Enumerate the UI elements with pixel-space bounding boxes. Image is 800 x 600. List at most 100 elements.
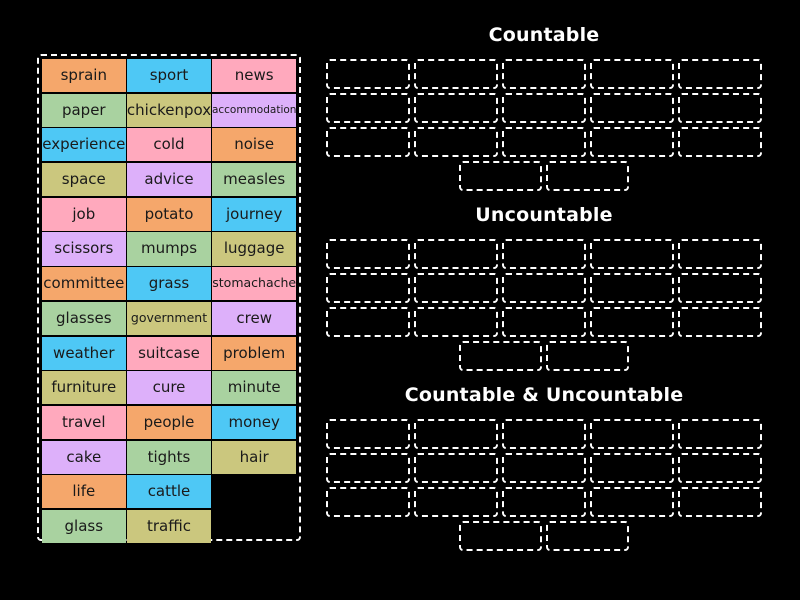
- category-columns: Countable Uncountable Countable & Uncounta…: [326, 26, 762, 566]
- drop-slot[interactable]: [678, 307, 762, 337]
- word-tile[interactable]: sport: [127, 59, 211, 93]
- word-tile[interactable]: problem: [212, 336, 296, 370]
- drop-slot[interactable]: [678, 127, 762, 157]
- drop-slot[interactable]: [590, 419, 674, 449]
- word-tile[interactable]: crew: [212, 301, 296, 335]
- word-tile[interactable]: space: [42, 163, 126, 197]
- drop-slot[interactable]: [326, 307, 410, 337]
- word-tile[interactable]: committee: [42, 267, 126, 301]
- drop-slot[interactable]: [502, 239, 586, 269]
- word-tile[interactable]: news: [212, 59, 296, 93]
- word-tile[interactable]: cold: [127, 128, 211, 162]
- drop-slot[interactable]: [414, 487, 498, 517]
- word-bank-grid: sprain sport news paper chickenpox accommodat…: [42, 59, 296, 544]
- word-tile[interactable]: measles: [212, 163, 296, 197]
- drop-slot[interactable]: [414, 239, 498, 269]
- drop-slot[interactable]: [546, 521, 630, 551]
- drop-slot[interactable]: [326, 93, 410, 123]
- drop-slot[interactable]: [678, 453, 762, 483]
- word-tile[interactable]: stomachache: [212, 267, 296, 301]
- drop-slot[interactable]: [458, 161, 542, 191]
- drop-slot[interactable]: [326, 59, 410, 89]
- word-tile[interactable]: journey: [212, 197, 296, 231]
- drop-slot[interactable]: [590, 453, 674, 483]
- drop-slot[interactable]: [502, 307, 586, 337]
- drop-slot[interactable]: [414, 307, 498, 337]
- drop-slot[interactable]: [590, 93, 674, 123]
- drop-slot[interactable]: [590, 127, 674, 157]
- drop-slot[interactable]: [502, 127, 586, 157]
- drop-slot[interactable]: [414, 93, 498, 123]
- drop-slot[interactable]: [678, 93, 762, 123]
- drop-slot[interactable]: [678, 59, 762, 89]
- drop-zone-grid: [326, 419, 762, 517]
- drop-slot[interactable]: [414, 453, 498, 483]
- drop-slot[interactable]: [502, 419, 586, 449]
- word-tile[interactable]: cake: [42, 440, 126, 474]
- drop-slot[interactable]: [414, 273, 498, 303]
- drop-slot[interactable]: [590, 59, 674, 89]
- drop-slot[interactable]: [678, 487, 762, 517]
- word-tile[interactable]: mumps: [127, 232, 211, 266]
- word-tile[interactable]: traffic: [127, 509, 211, 544]
- word-tile[interactable]: money: [212, 405, 296, 439]
- word-tile[interactable]: advice: [127, 163, 211, 197]
- word-tile[interactable]: noise: [212, 128, 296, 162]
- word-tile[interactable]: grass: [127, 267, 211, 301]
- drop-slot[interactable]: [590, 307, 674, 337]
- word-tile[interactable]: life: [42, 475, 126, 509]
- word-tile[interactable]: hair: [212, 440, 296, 474]
- drop-slot[interactable]: [590, 487, 674, 517]
- word-tile[interactable]: scissors: [42, 232, 126, 266]
- category-title: Uncountable: [475, 204, 613, 226]
- word-tile[interactable]: suitcase: [127, 336, 211, 370]
- category-section: Countable: [326, 26, 762, 191]
- word-tile[interactable]: potato: [127, 197, 211, 231]
- word-tile[interactable]: glass: [42, 509, 126, 544]
- drop-zone-extra-row: [326, 341, 762, 371]
- drop-slot[interactable]: [458, 521, 542, 551]
- category-section: Countable & Uncountable: [326, 386, 762, 551]
- word-tile[interactable]: job: [42, 197, 126, 231]
- drop-slot[interactable]: [326, 453, 410, 483]
- word-tile[interactable]: furniture: [42, 371, 126, 405]
- word-tile[interactable]: accommodation: [212, 93, 296, 127]
- drop-slot[interactable]: [546, 341, 630, 371]
- word-tile[interactable]: people: [127, 405, 211, 439]
- word-tile[interactable]: chickenpox: [127, 93, 211, 127]
- drop-slot[interactable]: [414, 59, 498, 89]
- drop-slot[interactable]: [678, 419, 762, 449]
- drop-slot[interactable]: [326, 419, 410, 449]
- word-tile-empty: [212, 475, 296, 508]
- drop-slot[interactable]: [678, 273, 762, 303]
- word-tile[interactable]: minute: [212, 371, 296, 405]
- drop-slot[interactable]: [502, 273, 586, 303]
- drop-slot[interactable]: [502, 487, 586, 517]
- drop-slot[interactable]: [678, 239, 762, 269]
- drop-slot[interactable]: [590, 239, 674, 269]
- drop-slot[interactable]: [458, 341, 542, 371]
- word-tile[interactable]: cattle: [127, 475, 211, 509]
- word-tile[interactable]: paper: [42, 93, 126, 127]
- drop-slot[interactable]: [326, 239, 410, 269]
- drop-slot[interactable]: [326, 127, 410, 157]
- word-tile[interactable]: government: [127, 301, 211, 335]
- drop-slot[interactable]: [502, 59, 586, 89]
- word-tile[interactable]: travel: [42, 405, 126, 439]
- word-tile[interactable]: tights: [127, 440, 211, 474]
- word-tile[interactable]: weather: [42, 336, 126, 370]
- word-tile[interactable]: sprain: [42, 59, 126, 93]
- drop-slot[interactable]: [414, 127, 498, 157]
- drop-zone-extra-row: [326, 161, 762, 191]
- drop-slot[interactable]: [326, 487, 410, 517]
- word-tile[interactable]: experience: [42, 128, 126, 162]
- drop-slot[interactable]: [590, 273, 674, 303]
- drop-slot[interactable]: [502, 93, 586, 123]
- word-tile[interactable]: cure: [127, 371, 211, 405]
- drop-slot[interactable]: [502, 453, 586, 483]
- drop-slot[interactable]: [326, 273, 410, 303]
- drop-slot[interactable]: [414, 419, 498, 449]
- word-tile[interactable]: glasses: [42, 301, 126, 335]
- word-tile[interactable]: luggage: [212, 232, 296, 266]
- drop-slot[interactable]: [546, 161, 630, 191]
